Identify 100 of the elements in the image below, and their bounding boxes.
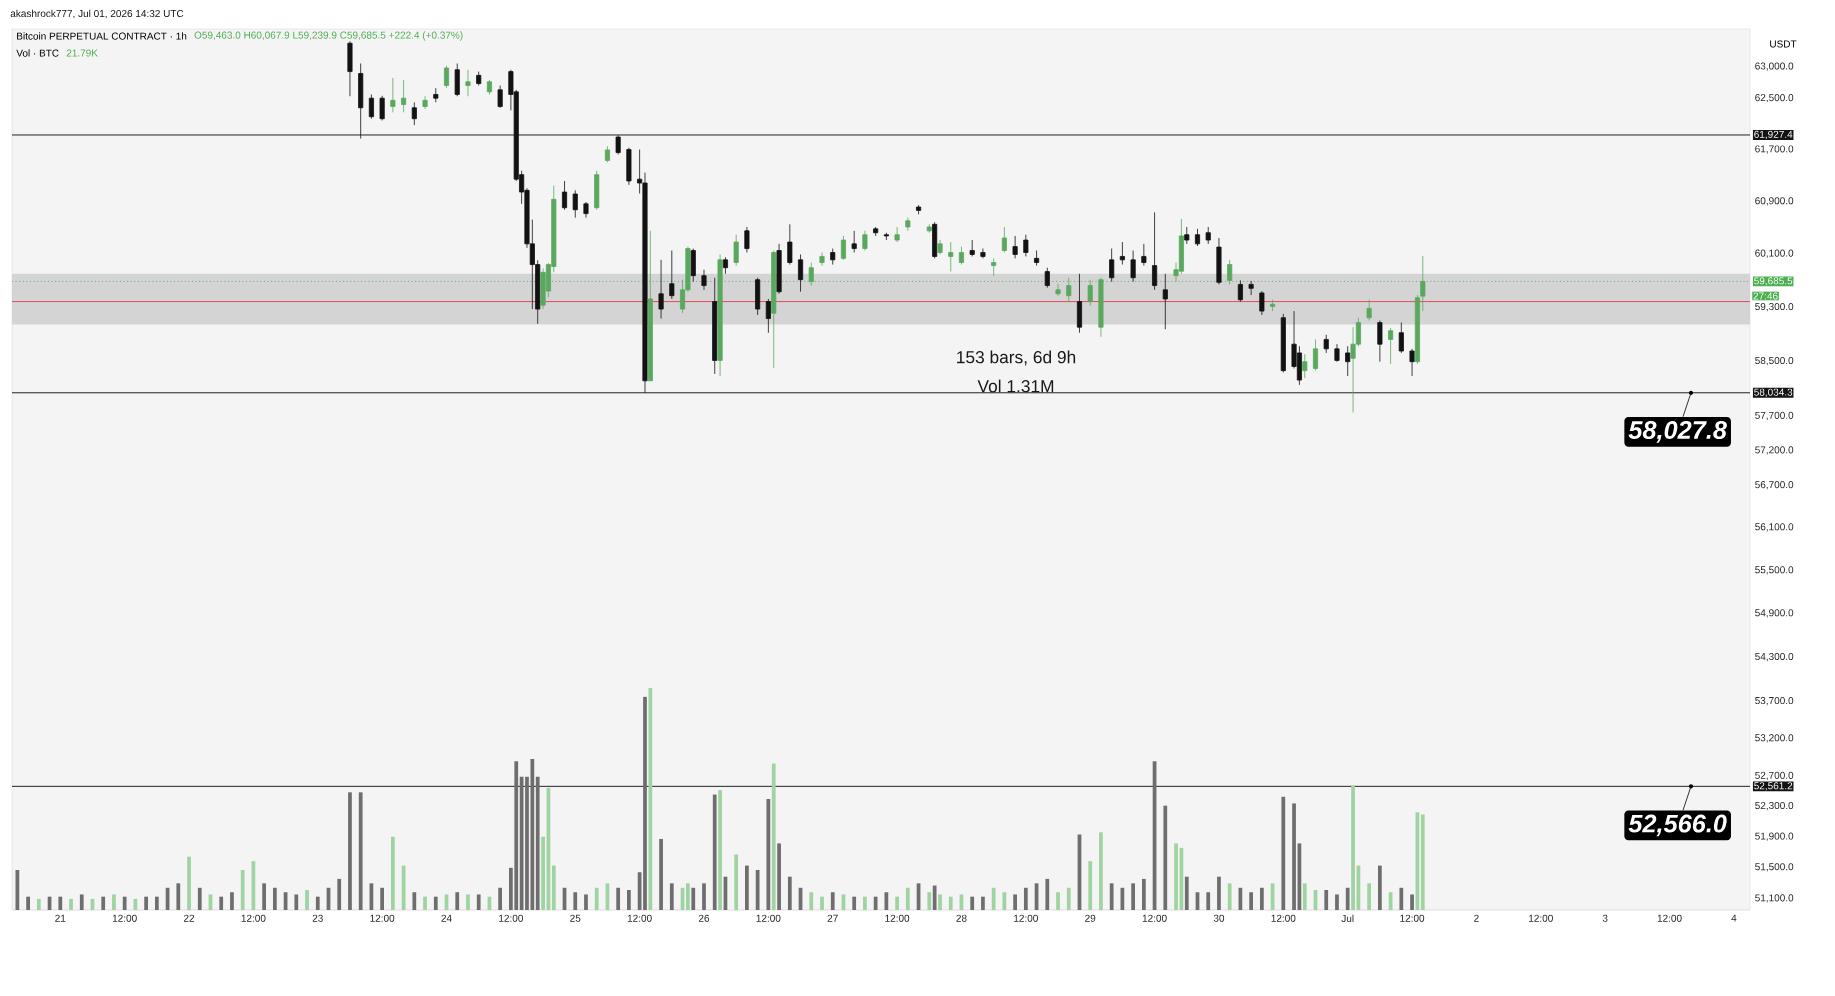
bar <box>101 896 106 910</box>
candlestick <box>1184 226 1190 245</box>
candlestick <box>1023 234 1029 257</box>
bar <box>466 894 470 910</box>
bar <box>455 892 460 910</box>
bar <box>927 892 932 910</box>
candlestick <box>1280 313 1286 373</box>
candlestick <box>572 189 578 219</box>
candlestick <box>851 230 857 253</box>
bar <box>551 865 556 910</box>
bar <box>1206 892 1211 910</box>
bar <box>348 792 352 910</box>
bar <box>305 890 309 910</box>
candlestick <box>771 250 777 369</box>
bar <box>584 894 588 910</box>
candlestick <box>916 204 922 215</box>
candlestick <box>1334 343 1340 363</box>
chart-title: Bitcoin PERPETUAL CONTRACT · 1h <box>17 32 187 40</box>
candlestick <box>980 248 986 259</box>
bar <box>905 887 910 910</box>
bar <box>58 896 63 910</box>
bar <box>1141 878 1146 910</box>
bar <box>643 696 647 910</box>
bar <box>932 885 937 910</box>
candlestick <box>1130 250 1136 283</box>
bar <box>1281 796 1286 910</box>
ref-line-label: 59,685.5 <box>1754 277 1793 286</box>
candlestick <box>497 85 503 109</box>
candlestick <box>1216 237 1222 285</box>
candlestick <box>443 65 450 89</box>
bar <box>1324 890 1329 910</box>
bar <box>380 887 385 910</box>
candlestick <box>583 201 589 219</box>
x-tick-label: 12:00 <box>1529 914 1553 922</box>
annotation: Vol 1.31M <box>977 379 1054 393</box>
bar <box>830 892 835 910</box>
bar <box>1410 894 1414 910</box>
candlestick <box>1109 248 1115 283</box>
candlestick <box>932 221 938 259</box>
candlestick <box>1366 299 1372 321</box>
y-tick-label: 58,500.0 <box>1755 356 1794 366</box>
bar <box>648 687 653 910</box>
y-tick-label: 54,900.0 <box>1755 609 1794 618</box>
bar <box>541 836 545 910</box>
candlestick <box>819 252 825 266</box>
y-tick-label: 56,700.0 <box>1755 481 1794 490</box>
y-tick-label: 55,500.0 <box>1755 566 1794 575</box>
bar <box>787 876 792 910</box>
candlestick <box>1323 334 1329 354</box>
candlestick <box>1152 211 1158 291</box>
bar <box>777 843 781 910</box>
bar <box>809 892 814 910</box>
y-tick-label: 52,300.0 <box>1755 801 1794 811</box>
bar <box>26 896 30 910</box>
bar <box>669 883 674 910</box>
bar <box>1302 883 1307 910</box>
bar <box>1056 892 1060 910</box>
y-tick-label: 54,300.0 <box>1755 652 1794 662</box>
bar <box>535 776 540 910</box>
text: 27:46 <box>1753 292 1778 300</box>
y-tick-label: 57,200.0 <box>1755 446 1794 455</box>
candlestick <box>1098 277 1104 338</box>
bar <box>616 887 621 910</box>
x-tick-label: 4 <box>1731 914 1737 922</box>
candlestick <box>862 230 868 251</box>
candlestick <box>1377 320 1383 363</box>
bar <box>970 896 975 910</box>
x-tick-label: 27 <box>827 914 838 922</box>
bar <box>766 798 771 910</box>
bar <box>1345 887 1350 910</box>
chart-subtitle: O59,463.0 H60,067.9 L59,239.9 C59,685.5 +222.4 (+0.37%) <box>194 31 463 41</box>
bar <box>1163 805 1168 910</box>
x-tick-label: 12:00 <box>1014 914 1038 922</box>
bar <box>1227 883 1232 910</box>
bar <box>594 887 599 910</box>
candlestick <box>1076 273 1083 334</box>
bar <box>79 894 84 910</box>
bar <box>412 892 417 910</box>
bar <box>1088 861 1093 910</box>
bar <box>1131 883 1135 910</box>
bar <box>981 896 985 910</box>
candlestick <box>647 230 653 382</box>
candlestick <box>626 147 632 186</box>
bar <box>294 894 299 910</box>
x-tick-label: 28 <box>956 914 967 922</box>
y-tick-label: 63,000.0 <box>1755 62 1794 71</box>
x-tick-label: 25 <box>570 914 581 922</box>
candlestick <box>1414 294 1420 365</box>
bar <box>771 763 776 910</box>
candlestick <box>712 277 718 375</box>
x-tick-label: 12:00 <box>241 914 266 922</box>
x-tick-label: 29 <box>1085 914 1096 922</box>
candlestick <box>701 269 707 291</box>
x-tick-label: 3 <box>1602 914 1608 922</box>
y-tick-label: 51,100.0 <box>1755 894 1794 903</box>
bar <box>863 896 867 910</box>
bar <box>1184 876 1189 910</box>
candlestick <box>1001 226 1007 253</box>
bar <box>315 896 320 910</box>
bar <box>433 896 438 910</box>
